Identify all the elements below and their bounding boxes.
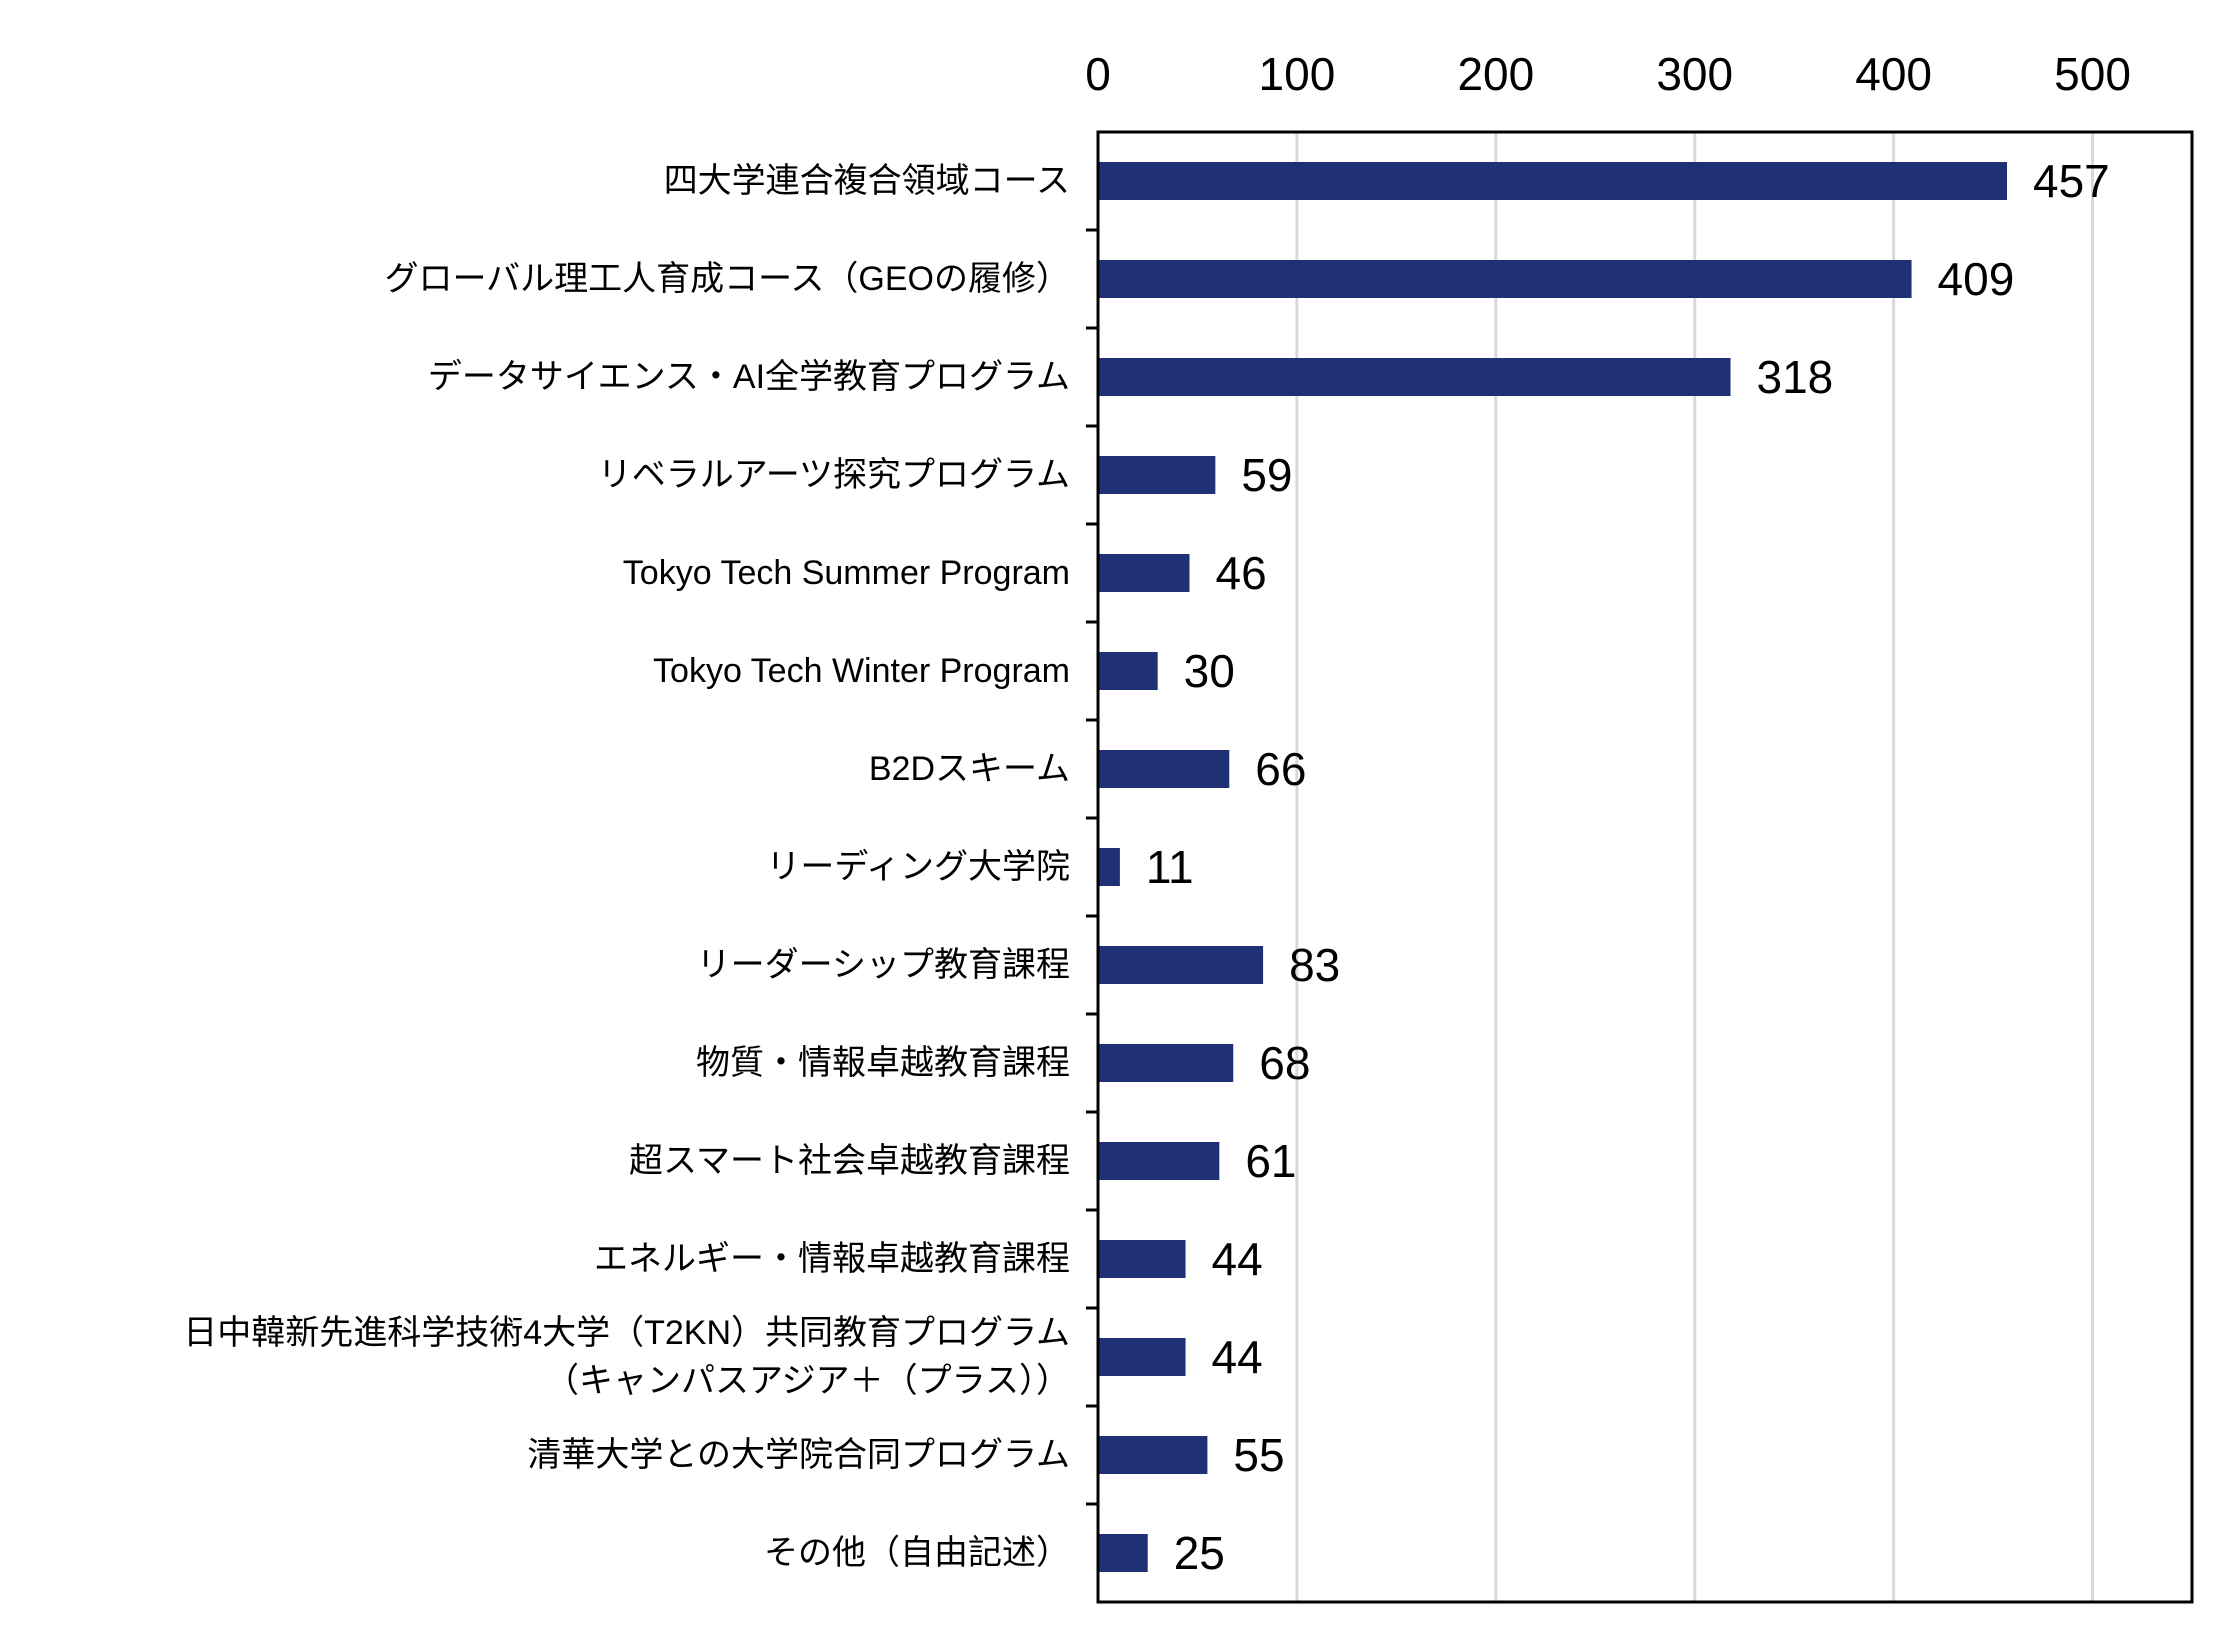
bar	[1098, 358, 1731, 396]
value-label: 61	[1245, 1135, 1296, 1187]
category-label: Tokyo Tech Winter Program	[653, 652, 1070, 690]
bar	[1098, 1240, 1186, 1278]
value-label: 25	[1174, 1527, 1225, 1579]
x-tick-label: 100	[1259, 48, 1336, 100]
category-label: リーディング大学院	[766, 848, 1070, 886]
value-label: 44	[1212, 1233, 1263, 1285]
category-label-line: データサイエンス・AI全学教育プログラム	[428, 358, 1070, 396]
category-label-line: リーダーシップ教育課程	[697, 946, 1070, 984]
category-label: 清華大学との大学院合同プログラム	[527, 1436, 1070, 1474]
value-label: 68	[1259, 1037, 1310, 1089]
category-label-line: 物質・情報卓越教育課程	[696, 1044, 1070, 1082]
value-label: 46	[1215, 547, 1266, 599]
category-label: グローバル理工人育成コース（GEOの履修）	[384, 260, 1070, 298]
category-label-line: （キャンパスアジア＋（プラス））	[545, 1362, 1070, 1400]
bar	[1098, 1436, 1208, 1474]
x-tick-label: 500	[2054, 48, 2131, 100]
bar	[1098, 554, 1190, 592]
value-label: 55	[1233, 1429, 1284, 1481]
category-label-line: Tokyo Tech Summer Program	[623, 554, 1070, 592]
bar	[1098, 162, 2008, 200]
bar	[1098, 1534, 1148, 1572]
category-label-line: グローバル理工人育成コース（GEOの履修）	[384, 260, 1070, 298]
category-label-line: 四大学連合複合領域コース	[664, 162, 1070, 200]
x-tick-label: 400	[1855, 48, 1932, 100]
bar	[1098, 848, 1120, 886]
category-label: 四大学連合複合領域コース	[664, 162, 1070, 200]
value-label: 11	[1146, 841, 1194, 893]
category-label-line: 超スマート社会卓越教育課程	[629, 1142, 1070, 1180]
category-label-line: Tokyo Tech Winter Program	[653, 652, 1070, 690]
category-label: Tokyo Tech Summer Program	[623, 554, 1070, 592]
category-label-line: その他（自由記述）	[764, 1534, 1070, 1572]
bar	[1098, 1142, 1220, 1180]
plot-border	[1096, 130, 2194, 1604]
category-label-line: 清華大学との大学院合同プログラム	[527, 1436, 1070, 1474]
value-label: 457	[2033, 155, 2110, 207]
category-label-line: 日中韓新先進科学技術4大学（T2KN）共同教育プログラム	[183, 1314, 1070, 1352]
category-label: 物質・情報卓越教育課程	[696, 1044, 1070, 1082]
bar	[1098, 456, 1216, 494]
x-axis-ticks: 0 100 200 300 400 500	[1085, 48, 2131, 100]
value-label: 66	[1255, 743, 1306, 795]
value-label: 44	[1212, 1331, 1263, 1383]
gridlines	[1295, 132, 2095, 1602]
category-label: その他（自由記述）	[764, 1534, 1070, 1572]
category-label-line: B2Dスキーム	[869, 750, 1070, 788]
category-label: リベラルアーツ探究プログラム	[598, 456, 1070, 494]
value-label: 30	[1184, 645, 1235, 697]
bar	[1098, 1044, 1234, 1082]
x-tick-label: 300	[1656, 48, 1733, 100]
bar	[1098, 750, 1230, 788]
category-label-line: リーディング大学院	[766, 848, 1070, 886]
bar	[1098, 652, 1158, 690]
plot-frame	[1086, 130, 2194, 1604]
category-label: リーダーシップ教育課程	[697, 946, 1070, 984]
bar	[1098, 946, 1264, 984]
bars	[1098, 162, 2008, 1572]
value-label: 83	[1289, 939, 1340, 991]
x-tick-label: 0	[1085, 48, 1111, 100]
category-label: エネルギー・情報卓越教育課程	[594, 1240, 1070, 1278]
bar	[1098, 260, 1912, 298]
category-label-line: エネルギー・情報卓越教育課程	[594, 1240, 1070, 1278]
value-label: 59	[1241, 449, 1292, 501]
value-label: 318	[1757, 351, 1834, 403]
x-tick-label: 200	[1457, 48, 1534, 100]
category-label: 超スマート社会卓越教育課程	[629, 1142, 1070, 1180]
bar	[1098, 1338, 1186, 1376]
category-label: 日中韓新先進科学技術4大学（T2KN）共同教育プログラム （キャンパスアジア＋（プ…	[183, 1314, 1070, 1400]
category-label: B2Dスキーム	[869, 750, 1070, 788]
category-label-line: リベラルアーツ探究プログラム	[598, 456, 1070, 494]
category-label: データサイエンス・AI全学教育プログラム	[428, 358, 1070, 396]
value-label: 409	[1938, 253, 2015, 305]
